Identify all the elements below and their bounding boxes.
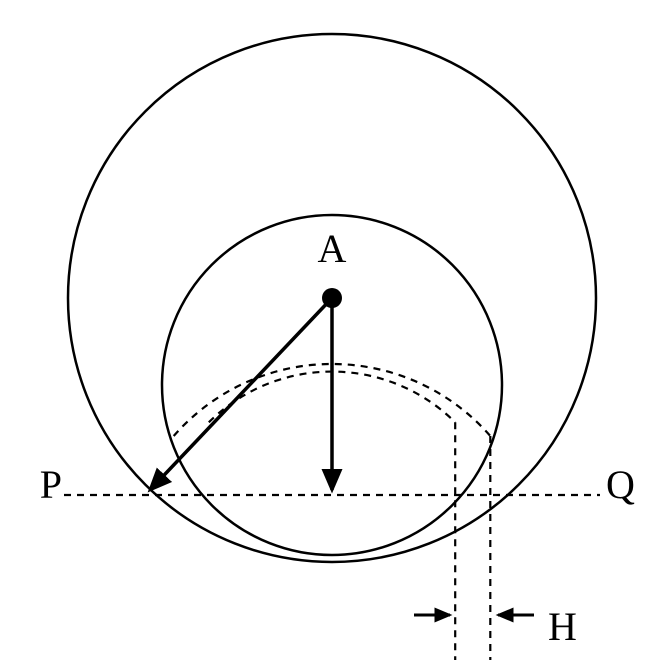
label-a: A — [318, 226, 347, 271]
diagram-svg: A P Q H — [0, 0, 664, 672]
point-a — [322, 288, 342, 308]
label-q: Q — [606, 462, 635, 507]
arrow-a-to-p — [150, 298, 332, 490]
label-h: H — [548, 604, 577, 649]
label-p: P — [40, 462, 62, 507]
